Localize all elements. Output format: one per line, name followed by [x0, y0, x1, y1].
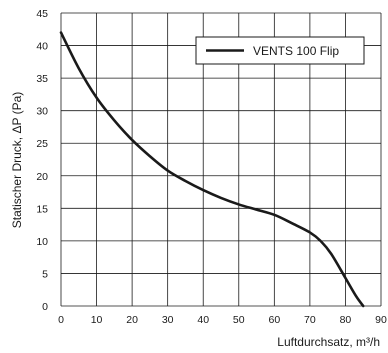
- x-tick-label: 80: [340, 314, 352, 326]
- series-curves: [59, 31, 365, 308]
- x-tick-label: 70: [304, 314, 316, 326]
- x-tick-label: 90: [375, 314, 387, 326]
- x-tick-label: 60: [268, 314, 280, 326]
- y-tick-label: 45: [36, 8, 48, 20]
- x-tick-label: 50: [233, 314, 245, 326]
- tick-labels: 0 10 20 30 40 50 60 70 80 90 0 5 10 15 20 25 30 35 40 45: [36, 8, 387, 326]
- series-line: [59, 31, 365, 308]
- x-tick-label: 10: [91, 314, 103, 326]
- x-tick-label: 40: [197, 314, 209, 326]
- x-tick-label: 0: [58, 314, 64, 326]
- y-axis-label: Statischer Druck, ΔP (Pa): [10, 92, 24, 229]
- y-tick-label: 20: [36, 171, 48, 183]
- y-tick-label: 15: [36, 203, 48, 215]
- y-tick-label: 25: [36, 138, 48, 150]
- y-tick-label: 0: [42, 301, 48, 313]
- legend: VENTS 100 Flip: [195, 36, 365, 65]
- x-tick-label: 20: [126, 314, 138, 326]
- legend-label: VENTS 100 Flip: [253, 44, 339, 58]
- x-axis-label: Luftdurchsatz, m³/h: [277, 335, 380, 349]
- y-tick-label: 35: [36, 73, 48, 85]
- y-tick-label: 40: [36, 41, 48, 53]
- y-tick-label: 5: [42, 268, 48, 280]
- x-tick-label: 30: [162, 314, 174, 326]
- y-tick-label: 10: [36, 236, 48, 248]
- y-tick-label: 30: [36, 106, 48, 118]
